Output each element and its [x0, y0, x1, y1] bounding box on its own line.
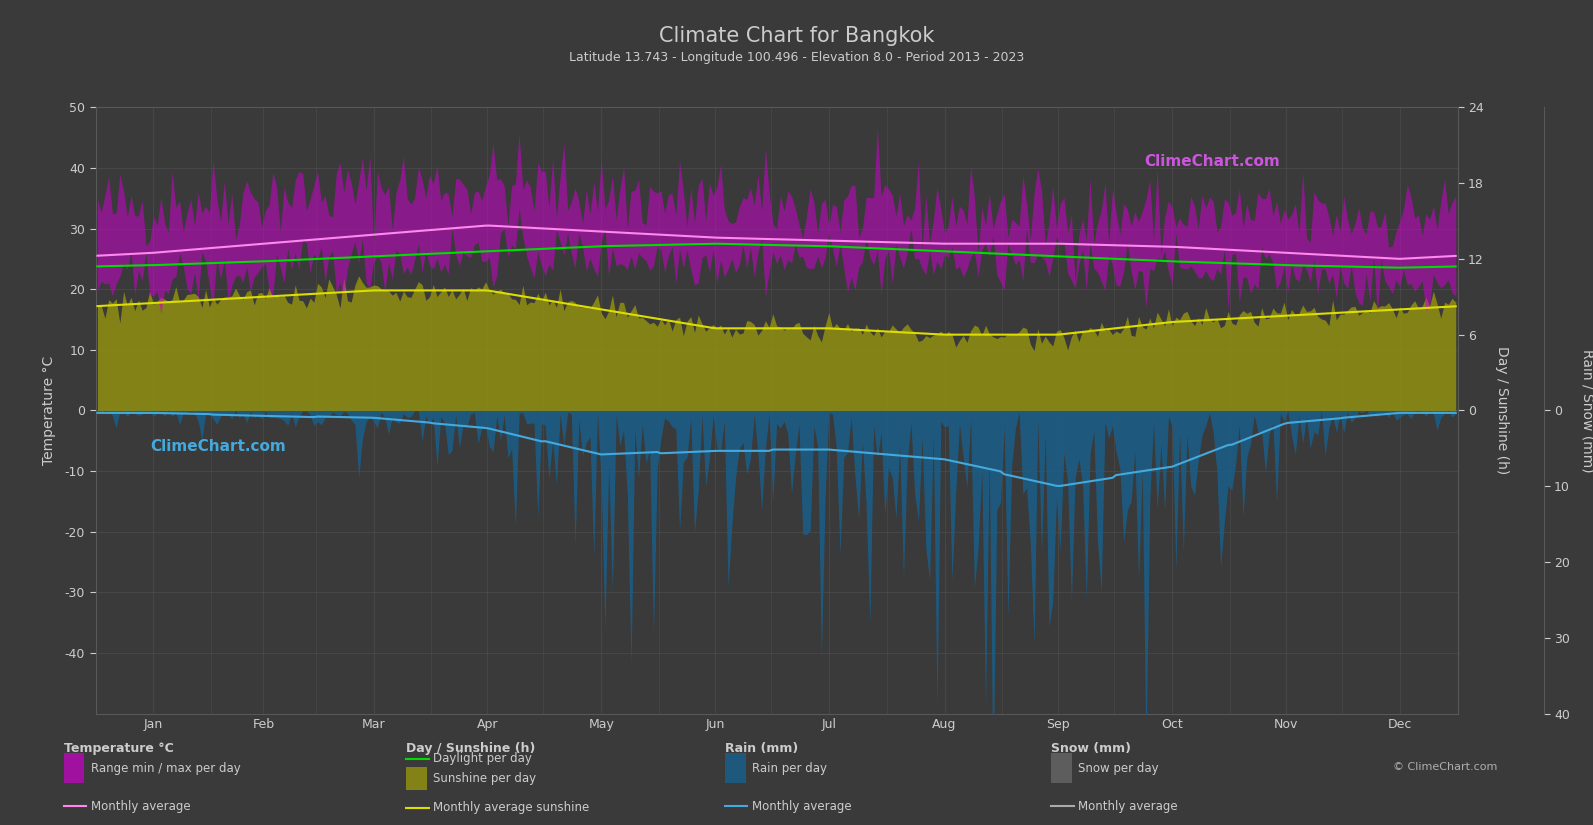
Text: ClimeChart.com: ClimeChart.com	[150, 440, 285, 455]
Bar	[406, 767, 427, 790]
Bar	[1051, 753, 1072, 783]
Text: Monthly average sunshine: Monthly average sunshine	[433, 801, 589, 814]
Text: © ClimeChart.com: © ClimeChart.com	[1392, 762, 1497, 772]
Bar	[64, 753, 84, 783]
Text: Latitude 13.743 - Longitude 100.496 - Elevation 8.0 - Period 2013 - 2023: Latitude 13.743 - Longitude 100.496 - El…	[569, 51, 1024, 64]
Text: Climate Chart for Bangkok: Climate Chart for Bangkok	[660, 26, 933, 46]
Y-axis label: Day / Sunshine (h): Day / Sunshine (h)	[1494, 346, 1509, 474]
Bar	[725, 753, 746, 783]
Y-axis label: Temperature °C: Temperature °C	[43, 356, 56, 465]
Text: Sunshine per day: Sunshine per day	[433, 772, 537, 785]
Text: Temperature °C: Temperature °C	[64, 742, 174, 755]
Text: Snow per day: Snow per day	[1078, 761, 1160, 775]
Text: Rain per day: Rain per day	[752, 761, 827, 775]
Text: Monthly average: Monthly average	[1078, 799, 1179, 813]
Text: Monthly average: Monthly average	[752, 799, 852, 813]
Text: ClimeChart.com: ClimeChart.com	[1144, 154, 1281, 169]
Text: Snow (mm): Snow (mm)	[1051, 742, 1131, 755]
Text: Rain (mm): Rain (mm)	[725, 742, 798, 755]
Text: Range min / max per day: Range min / max per day	[91, 761, 241, 775]
Text: Daylight per day: Daylight per day	[433, 752, 532, 765]
Y-axis label: Rain / Snow (mm): Rain / Snow (mm)	[1580, 349, 1593, 472]
Text: Monthly average: Monthly average	[91, 799, 191, 813]
Text: Day / Sunshine (h): Day / Sunshine (h)	[406, 742, 535, 755]
